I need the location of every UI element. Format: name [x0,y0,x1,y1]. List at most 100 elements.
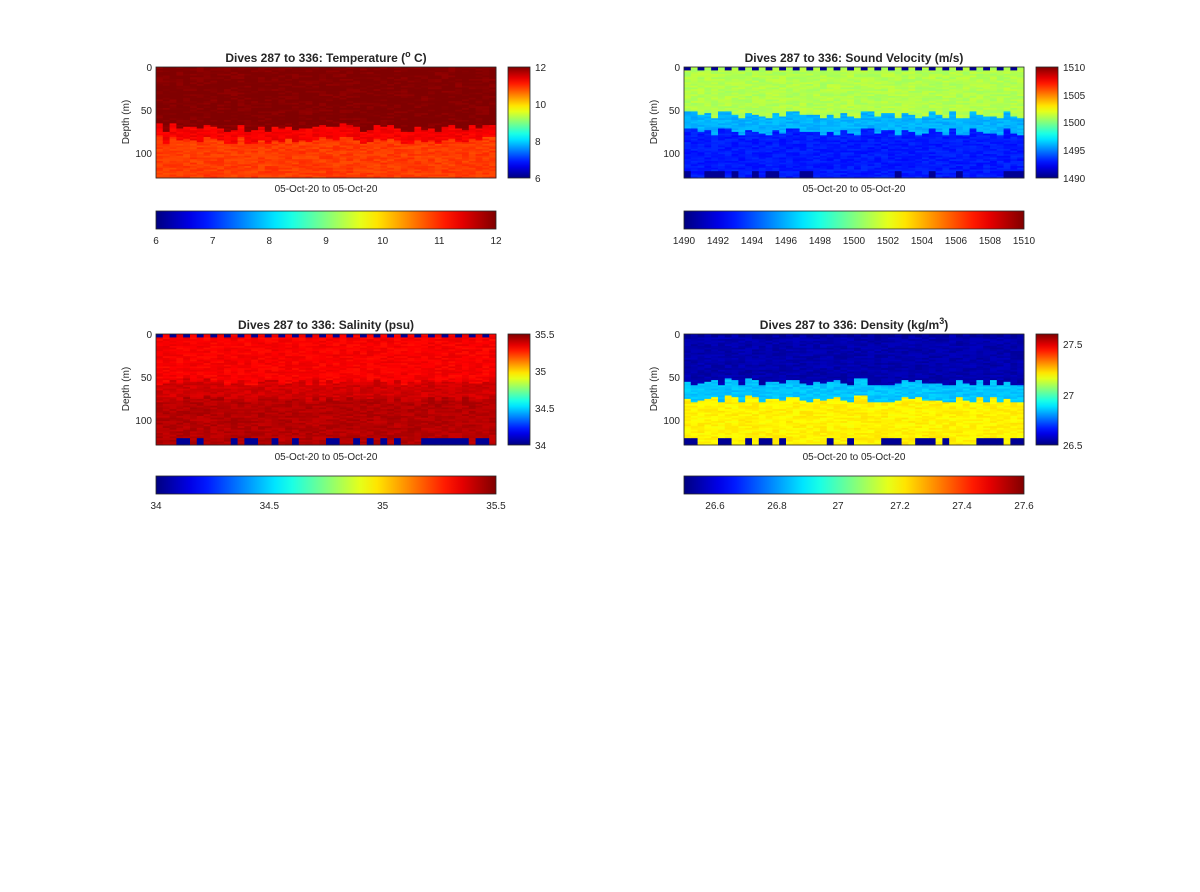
heatmap-cell [169,104,177,107]
heatmap-cell [711,125,719,128]
heatmap-cell [387,116,395,119]
heatmap-cell [813,160,821,164]
heatmap-cell [813,90,821,94]
heatmap-cell [394,113,402,116]
heatmap-cell [462,102,470,105]
heatmap-cell [833,137,841,140]
heatmap-cell [278,138,286,141]
heatmap-cell [826,106,834,109]
heatmap-cell [353,157,361,160]
heatmap-cell [339,140,347,143]
heatmap-cell [468,174,476,177]
heatmap-cell [489,137,497,140]
heatmap-cell [799,102,807,105]
heatmap-cell [847,142,855,145]
heatmap-cell [332,145,340,148]
heatmap-cell [462,85,470,88]
heatmap-cell [298,96,306,99]
heatmap-cell [414,118,422,121]
heatmap-cell [448,172,456,175]
heatmap-cell [230,96,238,99]
heatmap-cell [833,147,841,150]
heatmap-cell [190,118,198,121]
heatmap-cell [373,104,381,107]
heatmap-cell [326,126,334,129]
heatmap-cell [690,130,698,133]
heatmap-cell [455,119,463,123]
heatmap-cell [394,85,402,88]
heatmap-cell [718,67,726,70]
heatmap-cell [162,87,170,90]
heatmap-cell [792,169,800,172]
heatmap-cell [462,143,470,146]
heatmap-cell [690,142,698,145]
heatmap-cell [312,119,320,123]
heatmap-cell [196,89,204,92]
heatmap-cell [833,104,841,107]
heatmap-cell [346,130,354,133]
heatmap-cell [779,145,787,148]
heatmap-cell [711,143,719,146]
heatmap-cell [840,75,848,78]
heatmap-cell [353,164,361,167]
heatmap-cell [305,145,313,148]
heatmap-cell [332,138,340,141]
heatmap-cell [366,164,374,167]
heatmap-cell [704,84,712,87]
heatmap-cell [758,171,766,174]
heatmap-cell [448,162,456,165]
heatmap-cell [414,68,422,71]
heatmap-cell [339,114,347,117]
heatmap-cell [285,167,293,170]
bottom-colorbar [155,210,497,230]
heatmap-cell [312,176,320,179]
heatmap-cell [840,99,848,102]
heatmap-cell [840,167,848,170]
heatmap-cell [455,162,463,165]
heatmap-cell [162,104,170,107]
heatmap-cell [196,80,204,83]
heatmap-cell [792,121,800,124]
heatmap-cell [183,164,191,167]
heatmap-cell [400,140,408,143]
heatmap-cell [278,171,286,174]
heatmap-cell [298,101,306,104]
heatmap-cell [448,78,456,82]
heatmap-cell [156,123,164,126]
heatmap-cell [305,166,313,169]
heatmap-cell [860,89,868,92]
heatmap-cell [332,169,340,172]
heatmap-cell [475,140,483,143]
heatmap-cell [196,121,204,124]
heatmap-cell [799,143,807,146]
heatmap-cell [162,157,170,160]
heatmap-cell [765,97,773,100]
heatmap-cell [169,84,177,87]
heatmap-cell [704,99,712,102]
heatmap-cell [489,119,497,123]
heatmap-cell [366,159,374,162]
heatmap-cell [190,150,198,153]
heatmap-cell [799,147,807,150]
heatmap-cell [305,123,313,126]
heatmap-cell [765,109,773,112]
heatmap-cell [711,162,719,165]
heatmap-cell [196,128,204,131]
heatmap-cell [840,82,848,85]
heatmap-cell [489,113,497,116]
heatmap-cell [786,167,794,170]
heatmap-cell [455,109,463,112]
heatmap-cell [230,166,238,169]
heatmap-cell [414,96,422,99]
heatmap-cell [339,119,347,123]
heatmap-cell [183,130,191,133]
heatmap-cell [312,92,320,95]
heatmap-cell [414,138,422,141]
heatmap-cell [224,138,232,141]
heatmap-cell [690,143,698,146]
heatmap-cell [758,72,766,75]
heatmap-cell [278,123,286,126]
heatmap-cell [799,78,807,82]
heatmap-cell [292,148,300,152]
heatmap-cell [840,174,848,177]
